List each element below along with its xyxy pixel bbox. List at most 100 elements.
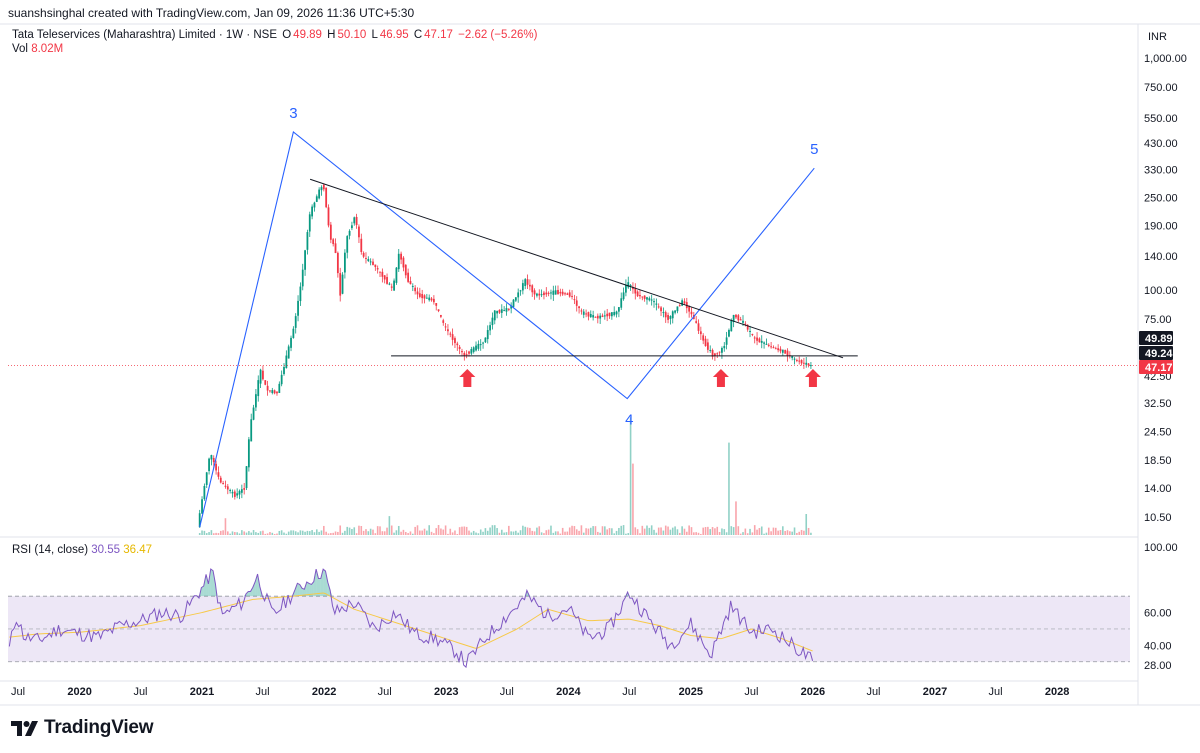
candle-body xyxy=(667,315,669,320)
candle-body xyxy=(414,287,417,292)
tradingview-logo[interactable]: TradingView xyxy=(10,717,154,739)
candle-body xyxy=(245,466,248,489)
volume-bar xyxy=(756,529,758,535)
volume-bar xyxy=(500,529,503,535)
candle-body xyxy=(212,457,215,463)
time-axis[interactable]: Jul 2020 Jul 2021 Jul 2022 Jul 2023 Jul 2024 Jul 20… xyxy=(11,686,1069,698)
volume-bar xyxy=(311,530,313,535)
time-tick: 2023 xyxy=(434,686,458,698)
volume-bar xyxy=(723,529,726,535)
candle-body xyxy=(287,346,290,359)
low-value: 46.95 xyxy=(379,29,409,41)
candle-body xyxy=(479,344,482,346)
candle-body xyxy=(505,308,508,312)
candle-body xyxy=(500,309,503,313)
volume-bar xyxy=(582,532,585,535)
volume-bar xyxy=(219,530,222,535)
candle-body xyxy=(362,252,365,257)
candle-body xyxy=(711,349,714,357)
candle-body xyxy=(786,350,789,356)
candle-body xyxy=(315,196,318,202)
volume-bar xyxy=(259,531,262,535)
volume-bar xyxy=(479,529,482,535)
candle-body xyxy=(610,312,613,317)
price-axis[interactable]: INR 1,000.00 750.00 550.00 430.00 330.00 250.0… xyxy=(1144,31,1187,524)
candle-body xyxy=(512,299,515,307)
annotations[interactable]: 3 4 5 xyxy=(8,105,1138,528)
candle-body xyxy=(458,346,461,349)
rsi-overbought-fill xyxy=(316,569,319,597)
volume-bar xyxy=(412,533,414,535)
volume-bar xyxy=(337,531,339,535)
volume-bar xyxy=(798,531,801,535)
candle-body xyxy=(388,283,391,285)
volume-bar xyxy=(634,527,637,535)
volume-bar xyxy=(257,532,260,535)
rsi-overbought-fill xyxy=(215,583,218,597)
volume-bar xyxy=(526,527,529,535)
candle-body xyxy=(423,295,426,299)
volume-bar xyxy=(796,532,798,535)
volume-bar xyxy=(606,529,608,535)
candle-body xyxy=(657,306,660,308)
candle-body xyxy=(238,490,241,495)
candle-body xyxy=(573,299,576,301)
candle-body xyxy=(751,334,754,336)
candle-body xyxy=(447,329,449,332)
close-value: 47.17 xyxy=(424,29,453,41)
volume-bar xyxy=(208,532,210,535)
volume-bar xyxy=(791,531,793,535)
volume-bar xyxy=(564,531,566,535)
volume-bar xyxy=(386,527,388,535)
symbol-legend[interactable]: Tata Teleservices (Maharashtra) Limited … xyxy=(12,29,539,41)
rsi-overbought-fill xyxy=(295,583,298,597)
candle-body xyxy=(622,292,625,300)
candle-body xyxy=(376,268,379,270)
candle-body xyxy=(496,310,499,314)
volume-bar xyxy=(753,525,756,535)
volume-bar xyxy=(690,527,693,535)
candle-body xyxy=(383,275,386,280)
candle-body xyxy=(538,293,541,296)
candle-body xyxy=(236,493,239,496)
candle-body xyxy=(646,297,648,300)
volume-value: 8.02M xyxy=(31,43,64,55)
candle-body xyxy=(737,315,740,321)
volume-bar xyxy=(419,530,421,535)
volume-bar xyxy=(681,526,683,535)
time-tick: 2020 xyxy=(67,686,91,698)
candle-body xyxy=(779,348,782,352)
candle-body xyxy=(758,338,761,343)
volume-bar xyxy=(784,531,786,535)
candle-body xyxy=(608,312,611,317)
rsi-pane xyxy=(8,595,1130,663)
volume-bar xyxy=(646,525,648,535)
volume-bar xyxy=(789,531,791,535)
candle-body xyxy=(554,290,557,295)
candle-body xyxy=(435,303,438,306)
volume-bar xyxy=(292,530,295,535)
volume-bar xyxy=(693,532,695,535)
candle-body xyxy=(613,311,616,316)
volume-bar xyxy=(571,525,573,535)
volume-bar xyxy=(718,532,721,535)
candle-body xyxy=(407,272,410,282)
volume-bar xyxy=(686,531,688,535)
candle-body xyxy=(671,311,674,319)
rsi-legend[interactable]: RSI (14, close) 30.55 36.47 xyxy=(12,544,152,556)
candle-body xyxy=(262,370,264,380)
candle-body xyxy=(266,385,269,391)
volume-bar xyxy=(269,532,271,535)
volume-bar xyxy=(423,528,426,535)
volume-bar xyxy=(451,532,454,535)
volume-bar xyxy=(805,514,808,535)
candle-body xyxy=(653,301,655,303)
rsi-value: 30.55 xyxy=(91,544,121,556)
volume-bars xyxy=(198,417,812,535)
rsi-ma-value: 36.47 xyxy=(123,544,153,556)
volume-bar xyxy=(512,531,515,535)
candle-body xyxy=(294,316,297,328)
candle-body xyxy=(311,206,314,217)
volume-bar xyxy=(369,528,372,535)
